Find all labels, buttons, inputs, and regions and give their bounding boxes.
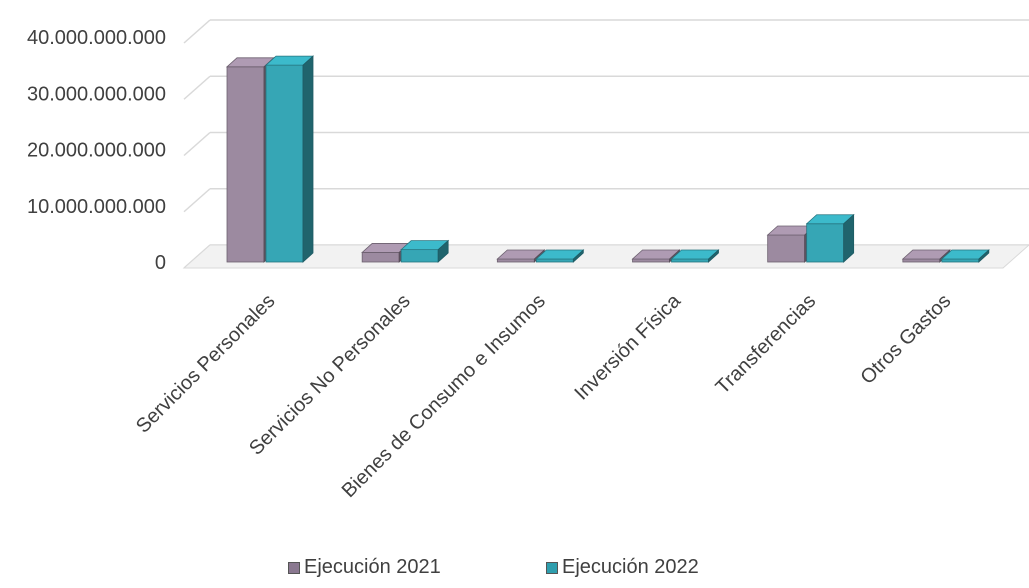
bar-front <box>671 258 709 263</box>
y-tick-label: 30.000.000.000 <box>27 83 166 105</box>
bar-front <box>941 258 980 263</box>
legend-label-2022: Ejecución 2022 <box>562 556 699 578</box>
y-tick-label: 0 <box>155 252 166 274</box>
legend-swatch-2022 <box>546 561 558 574</box>
legend-swatch-2021 <box>288 561 300 574</box>
bar-front <box>361 252 400 263</box>
x-tick-label: Otros Gastos <box>857 290 956 389</box>
gridline-depth <box>183 75 211 100</box>
bar-front <box>496 258 535 263</box>
y-tick-label: 40.000.000.000 <box>27 27 166 49</box>
bars <box>225 55 990 263</box>
bar-front <box>226 66 265 263</box>
legend-item-2022: Ejecución 2022 <box>546 556 699 579</box>
bar-2022 <box>805 213 855 263</box>
bar-front <box>806 223 845 263</box>
legend-item-2021: Ejecución 2021 <box>288 556 441 579</box>
y-tick-label: 10.000.000.000 <box>27 196 166 218</box>
bar-front <box>902 258 941 263</box>
bar-2022 <box>535 249 585 263</box>
x-tick-label: Servicios Personales <box>132 290 280 438</box>
legend: Ejecución 2021 Ejecución 2022 <box>0 556 1029 580</box>
y-tick-label: 20.000.000.000 <box>27 140 166 162</box>
gridline-depth <box>183 131 211 157</box>
bar-side <box>978 249 990 263</box>
legend-label-2021: Ejecución 2021 <box>304 556 441 578</box>
bar-side <box>437 239 449 263</box>
gridline-depth <box>183 19 211 44</box>
bar-side <box>843 213 855 263</box>
gridline-depth <box>183 188 211 213</box>
bar-front <box>632 258 670 263</box>
bar-front <box>400 249 439 263</box>
bar-2022 <box>400 239 450 263</box>
bar-side <box>572 249 584 263</box>
x-tick-label: Inversión Física <box>570 289 685 404</box>
bar-side <box>302 55 314 263</box>
bar-2022 <box>940 249 990 263</box>
bar-2022 <box>670 249 720 263</box>
bar-front <box>265 64 304 263</box>
bar-front <box>767 234 806 263</box>
bar-2022 <box>264 55 315 263</box>
y-axis-ticks: 0 10.000.000.000 20.000.000.000 30.000.000.… <box>27 27 166 274</box>
bar-side <box>708 249 719 263</box>
bar-front <box>535 258 574 263</box>
x-tick-label: Transferencias <box>712 290 821 399</box>
